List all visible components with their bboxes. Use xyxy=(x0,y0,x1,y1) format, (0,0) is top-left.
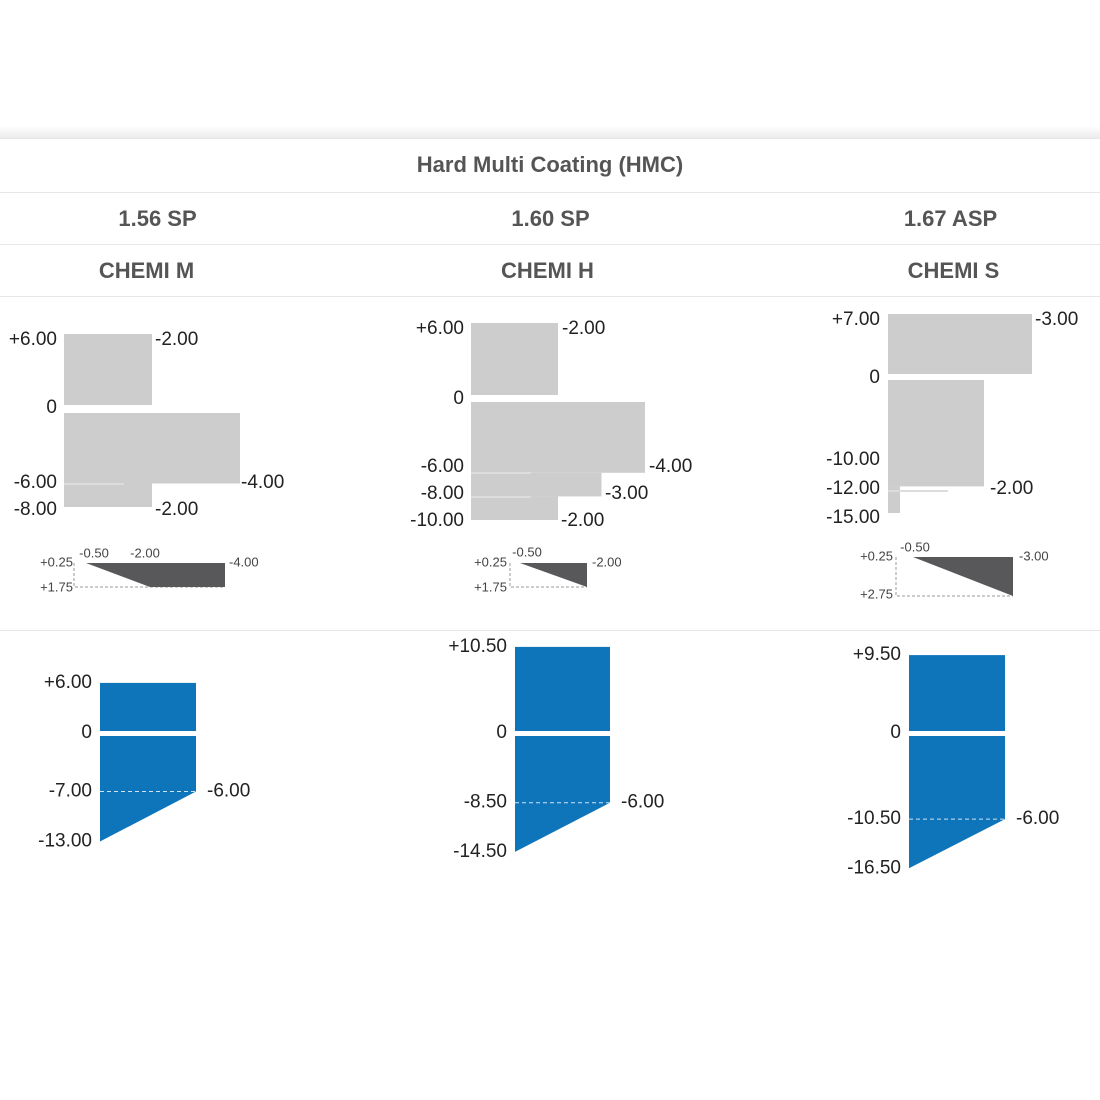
p2-stock-sph-label-3: -6.00 xyxy=(421,456,464,477)
table-title: Hard Multi Coating (HMC) xyxy=(416,152,684,177)
p3-add-label-4: -3.00 xyxy=(1019,548,1049,563)
divider-title xyxy=(0,192,1100,193)
p2-stock-block-minus-2 xyxy=(471,472,602,497)
p3-stock-sph-label-2: 0 xyxy=(869,367,880,388)
p3-add-label-3: -0.50 xyxy=(900,539,930,554)
p3-rx-block-minus xyxy=(909,736,1005,869)
p1-add-label-1: +0.25 xyxy=(40,554,73,569)
index-cell-3: 1.67 ASP xyxy=(903,205,998,231)
p2-stock-sph-label-4: -8.00 xyxy=(421,483,464,504)
p2-stock-step-line-2 xyxy=(471,496,531,498)
p2-stock-cyl-label-1: -2.00 xyxy=(562,318,605,339)
p3-add-triangle xyxy=(913,557,1013,596)
divider-charts xyxy=(0,630,1100,631)
divider-top xyxy=(0,138,1100,139)
product-cell-1: CHEMI M xyxy=(98,257,195,283)
p3-stock-block-plus xyxy=(888,314,1032,374)
p2-stock-block-minus-3 xyxy=(471,496,558,520)
p1-add-label-4: -2.00 xyxy=(130,545,160,560)
p2-stock-cyl-label-4: -2.00 xyxy=(561,510,604,531)
p3-rx-block-plus xyxy=(909,655,1005,731)
p2-add-label-3: -0.50 xyxy=(512,544,542,559)
p1-stock-sph-label-3: -6.00 xyxy=(14,472,57,493)
p3-add-label-2: +2.75 xyxy=(860,586,893,601)
divider-index xyxy=(0,244,1100,245)
p3-stock-step-line-1 xyxy=(888,490,948,492)
p1-stock-block-plus xyxy=(64,334,152,405)
divider-product xyxy=(0,296,1100,297)
p2-rx-sph-label-2: 0 xyxy=(496,722,507,743)
p3-stock-sph-label-5: -15.00 xyxy=(826,507,880,528)
p1-add-triangle xyxy=(86,563,225,587)
p1-rx-sph-label-3: -7.00 xyxy=(49,780,92,801)
p1-add-label-3: -0.50 xyxy=(79,545,109,560)
p2-add-label-2: +1.75 xyxy=(474,579,507,594)
p3-rx-zero-line xyxy=(909,731,1005,735)
p2-rx-zero-line xyxy=(515,731,610,735)
p2-add-label-4: -2.00 xyxy=(592,554,622,569)
p2-rx-block-plus xyxy=(515,646,610,731)
p2-stock-cyl-label-2: -4.00 xyxy=(649,456,692,477)
p1-rx-block-minus xyxy=(100,736,196,842)
p1-stock-step-line-1 xyxy=(64,483,124,485)
index-cell-1: 1.56 SP xyxy=(118,205,197,231)
p2-stock-sph-label-2: 0 xyxy=(453,388,464,409)
p1-add-boundary xyxy=(73,563,225,588)
product-cell-3: CHEMI S xyxy=(907,257,1000,283)
p3-rx-sph-label-3: -10.50 xyxy=(847,808,901,829)
index-cell-2: 1.60 SP xyxy=(511,205,590,231)
p1-rx-block-plus xyxy=(100,682,196,731)
p3-stock-sph-label-4: -12.00 xyxy=(826,478,880,499)
p3-stock-sph-label-3: -10.00 xyxy=(826,449,880,470)
p2-add-triangle xyxy=(520,563,587,587)
p3-rx-sph-label-1: +9.50 xyxy=(853,644,901,665)
p1-stock-sph-label-1: +6.00 xyxy=(9,329,57,350)
p1-stock-cyl-label-3: -2.00 xyxy=(155,499,198,520)
p2-add-label-1: +0.25 xyxy=(474,554,507,569)
p1-stock-block-minus-2 xyxy=(64,483,152,507)
p2-stock-block-minus-1 xyxy=(471,402,645,473)
p1-rx-sph-label-1: +6.00 xyxy=(44,672,92,693)
p3-stock-block-minus-2 xyxy=(888,486,900,513)
p3-rx-cyl-label: -6.00 xyxy=(1016,808,1059,829)
p3-stock-cyl-label-1: -3.00 xyxy=(1035,309,1078,330)
p1-stock-cyl-label-2: -4.00 xyxy=(241,472,284,493)
p2-stock-block-plus xyxy=(471,323,558,395)
p2-rx-sph-label-4: -14.50 xyxy=(453,841,507,862)
p1-stock-block-minus-1 xyxy=(64,413,240,484)
p1-stock-sph-label-4: -8.00 xyxy=(14,499,57,520)
p1-rx-sph-label-2: 0 xyxy=(81,722,92,743)
p2-rx-sph-label-1: +10.50 xyxy=(448,636,507,657)
p1-rx-cyl-label: -6.00 xyxy=(207,780,250,801)
p3-add-label-1: +0.25 xyxy=(860,548,893,563)
p1-stock-sph-label-2: 0 xyxy=(46,397,57,418)
p2-add-boundary xyxy=(509,563,587,588)
p2-rx-block-minus xyxy=(515,736,610,852)
p1-rx-sph-label-4: -13.00 xyxy=(38,831,92,852)
p2-stock-cyl-label-3: -3.00 xyxy=(605,483,648,504)
p1-add-label-5: -4.00 xyxy=(229,554,259,569)
p3-stock-sph-label-1: +7.00 xyxy=(832,309,880,330)
p1-stock-cyl-label-1: -2.00 xyxy=(155,329,198,350)
p3-rx-sph-label-2: 0 xyxy=(890,722,901,743)
p3-rx-sph-label-4: -16.50 xyxy=(847,857,901,878)
p1-add-label-2: +1.75 xyxy=(40,579,73,594)
p3-add-boundary xyxy=(895,557,1013,597)
product-cell-2: CHEMI H xyxy=(501,257,594,283)
p2-rx-cyl-label: -6.00 xyxy=(621,792,664,813)
p1-rx-zero-line xyxy=(100,731,196,735)
p2-stock-sph-label-5: -10.00 xyxy=(410,510,464,531)
p2-stock-step-line-1 xyxy=(471,472,531,474)
p2-rx-sph-label-3: -8.50 xyxy=(464,792,507,813)
top-shadow xyxy=(0,126,1100,138)
p3-stock-block-minus-1 xyxy=(888,380,984,487)
p2-stock-sph-label-1: +6.00 xyxy=(416,318,464,339)
p3-stock-cyl-label-2: -2.00 xyxy=(990,478,1033,499)
